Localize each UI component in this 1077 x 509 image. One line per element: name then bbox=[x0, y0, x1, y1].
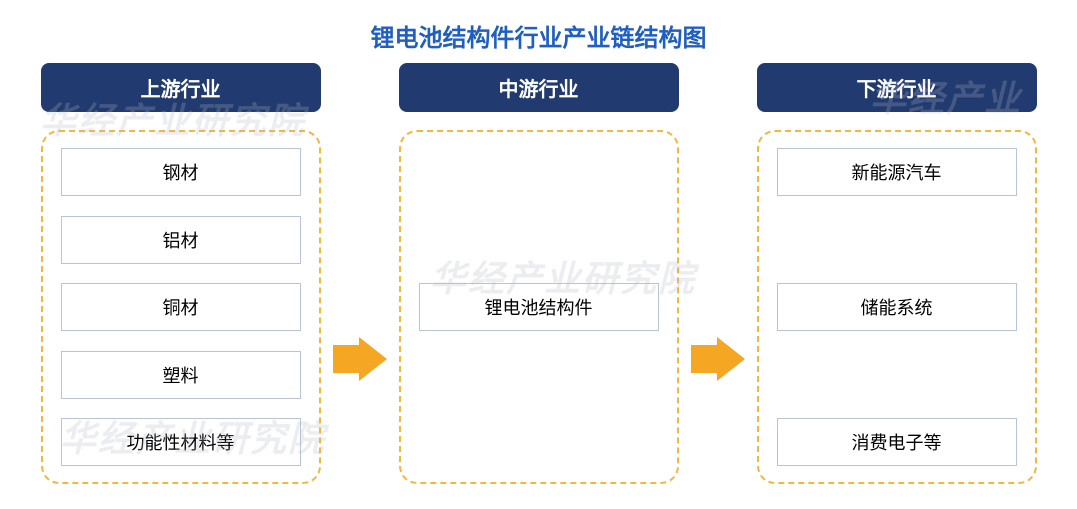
chain-item: 铜材 bbox=[61, 283, 301, 331]
chain-item: 功能性材料等 bbox=[61, 418, 301, 466]
chain-item: 新能源汽车 bbox=[777, 148, 1017, 196]
arrow-right-icon bbox=[691, 337, 745, 381]
column-header: 中游行业 bbox=[399, 63, 679, 112]
chain-item: 消费电子等 bbox=[777, 418, 1017, 466]
column-box: 钢材铝材铜材塑料功能性材料等 bbox=[41, 130, 321, 484]
chain-item: 钢材 bbox=[61, 148, 301, 196]
chain-item: 铝材 bbox=[61, 216, 301, 264]
column-1: 中游行业锂电池结构件 bbox=[399, 63, 679, 484]
column-box: 锂电池结构件 bbox=[399, 130, 679, 484]
arrow-right-icon bbox=[333, 337, 387, 381]
chain-item: 锂电池结构件 bbox=[419, 283, 659, 331]
diagram-title: 锂电池结构件行业产业链结构图 bbox=[0, 0, 1077, 63]
column-header: 下游行业 bbox=[757, 63, 1037, 112]
column-header: 上游行业 bbox=[41, 63, 321, 112]
diagram-columns: 上游行业钢材铝材铜材塑料功能性材料等中游行业锂电池结构件下游行业新能源汽车储能系… bbox=[0, 63, 1077, 484]
column-box: 新能源汽车储能系统消费电子等 bbox=[757, 130, 1037, 484]
chain-item: 储能系统 bbox=[777, 283, 1017, 331]
column-2: 下游行业新能源汽车储能系统消费电子等 bbox=[757, 63, 1037, 484]
chain-item: 塑料 bbox=[61, 351, 301, 399]
column-0: 上游行业钢材铝材铜材塑料功能性材料等 bbox=[41, 63, 321, 484]
